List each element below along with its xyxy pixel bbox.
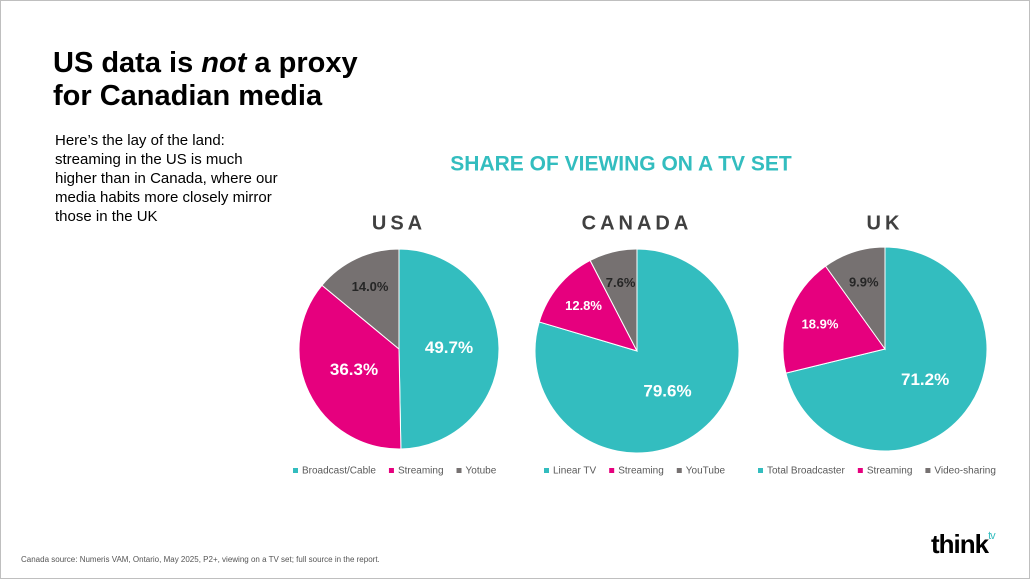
- logo: thinktv: [931, 529, 996, 560]
- data-label: 71.2%: [901, 370, 949, 389]
- legend-swatch: [925, 468, 931, 473]
- legend-label: Broadcast/Cable: [302, 466, 376, 477]
- legend-label: Linear TV: [553, 466, 597, 477]
- legend-swatch: [758, 468, 763, 473]
- legend-swatch: [388, 468, 394, 473]
- legend-label: Streaming: [398, 466, 444, 477]
- data-label: 14.0%: [352, 279, 389, 294]
- data-label: 49.7%: [425, 338, 473, 357]
- legend-label: Yotube: [466, 466, 497, 477]
- legend-swatch: [456, 468, 462, 473]
- pie-slice: [298, 284, 402, 450]
- footnote: Canada source: Numeris VAM, Ontario, May…: [21, 555, 380, 564]
- pie-title: UK: [867, 212, 904, 234]
- slide-title: US data is not a proxy for Canadian media: [53, 47, 358, 113]
- legend-swatch: [293, 468, 298, 473]
- title-text: for Canadian media: [53, 80, 323, 112]
- legend-label: Total Broadcaster: [767, 466, 845, 477]
- logo-superscript: tv: [988, 530, 996, 543]
- data-label: 7.6%: [606, 275, 636, 290]
- data-label: 79.6%: [643, 381, 691, 400]
- data-label: 12.8%: [565, 298, 602, 313]
- legend-label: YouTube: [686, 466, 726, 477]
- legend-swatch: [857, 468, 863, 473]
- pie-title: CANADA: [582, 212, 693, 234]
- legend-label: Video-sharing: [934, 466, 996, 477]
- pie-slice: [321, 248, 400, 351]
- pie-slice: [589, 248, 638, 352]
- data-label: 36.3%: [330, 360, 378, 379]
- data-label: 9.9%: [849, 274, 879, 289]
- title-text: a proxy: [246, 47, 358, 79]
- title-emphasis: not: [201, 47, 247, 79]
- data-label: 18.9%: [802, 316, 839, 331]
- pie-slice: [824, 246, 886, 351]
- pie-slice: [785, 246, 988, 452]
- legend-label: Streaming: [618, 466, 664, 477]
- pie-title: USA: [372, 212, 426, 234]
- legend-swatch: [676, 468, 682, 473]
- body-text: Here’s the lay of the land: streaming in…: [55, 132, 278, 225]
- logo-text: think: [931, 529, 989, 559]
- pie-slice: [782, 265, 886, 374]
- pie-slice: [538, 259, 638, 352]
- title-text: US data is: [53, 47, 202, 79]
- pie-slice: [398, 248, 500, 450]
- section-title: SHARE OF VIEWING ON A TV SET: [450, 153, 792, 176]
- legend-swatch: [544, 468, 549, 473]
- legend-label: Streaming: [867, 466, 913, 477]
- legend-swatch: [609, 468, 615, 473]
